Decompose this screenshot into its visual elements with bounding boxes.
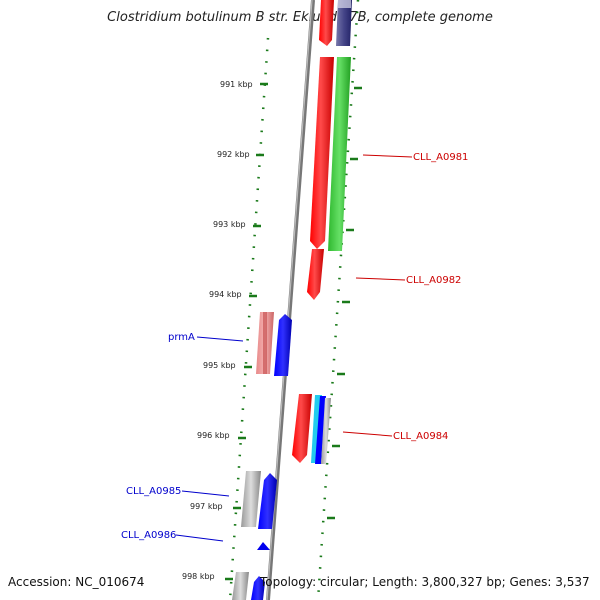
gene-label-cll-a0981[interactable]: CLL_A0981: [413, 152, 468, 163]
scale-track-left: [228, 37, 270, 600]
feature-prma: [274, 314, 292, 376]
tick-995: 995 kbp: [203, 361, 252, 370]
gene-label-prma[interactable]: prmA: [168, 332, 195, 343]
genome-stats-text: Topology: circular; Length: 3,800,327 bp…: [260, 575, 590, 589]
tick-997: 997 kbp: [190, 502, 241, 511]
tick-label-992: 992 kbp: [217, 150, 250, 159]
feature-bottom-gray: [232, 572, 249, 600]
gene-label-cll-a0986[interactable]: CLL_A0986: [121, 530, 176, 541]
gc-content-bar: [328, 57, 351, 251]
feature-gray-block: [241, 471, 261, 527]
map-title: Clostridium botulinum B str. Eklund 17B,…: [107, 10, 493, 25]
gene-label-cll-a0985[interactable]: CLL_A0985: [126, 486, 181, 497]
feature-bottom-blue: [251, 576, 265, 600]
right-ticks: [327, 86, 362, 520]
tick-998: 998 kbp: [182, 572, 233, 581]
tick-991: 991 kbp: [220, 80, 268, 89]
feature-cll-a0982: [307, 249, 324, 300]
feature-cll-a0981: [310, 57, 334, 249]
tick-992: 992 kbp: [217, 150, 264, 159]
feature-top-navy: [336, 0, 352, 46]
accession-text: Accession: NC_010674: [8, 575, 145, 589]
label-connectors: [175, 154, 413, 542]
tick-label-994: 994 kbp: [209, 290, 242, 299]
feature-cll-a0986: [257, 542, 270, 550]
feature-pink-block: [256, 312, 274, 374]
tick-994: 994 kbp: [209, 290, 257, 299]
tick-996: 996 kbp: [197, 431, 246, 440]
feature-cll-a0984: [292, 394, 331, 464]
tick-label-991: 991 kbp: [220, 80, 253, 89]
tick-label-995: 995 kbp: [203, 361, 236, 370]
gene-label-cll-a0984[interactable]: CLL_A0984: [393, 431, 448, 442]
tick-label-996: 996 kbp: [197, 431, 230, 440]
tick-label-998: 998 kbp: [182, 572, 215, 581]
feature-cll-a0985: [258, 473, 277, 529]
tick-label-997: 997 kbp: [190, 502, 223, 511]
gene-label-cll-a0982[interactable]: CLL_A0982: [406, 275, 461, 286]
feature-top-red: [319, 0, 334, 46]
tick-993: 993 kbp: [213, 220, 261, 229]
tick-label-993: 993 kbp: [213, 220, 246, 229]
